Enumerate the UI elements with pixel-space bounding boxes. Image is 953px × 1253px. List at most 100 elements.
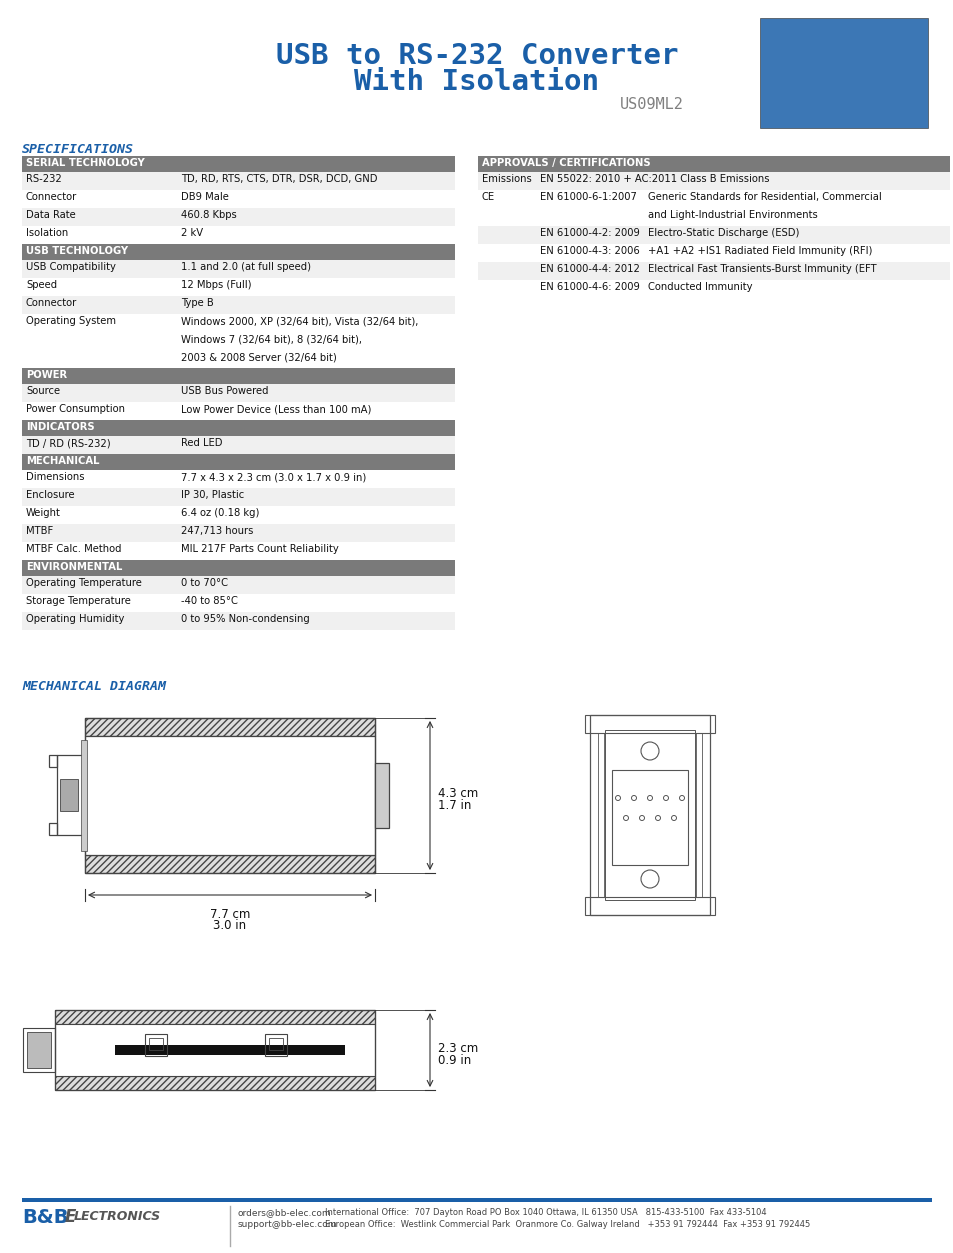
Bar bbox=[49, 823, 57, 834]
Text: EN 55022: 2010 + AC:2011 Class B Emissions: EN 55022: 2010 + AC:2011 Class B Emissio… bbox=[539, 174, 769, 184]
Text: IP 30, Plastic: IP 30, Plastic bbox=[181, 490, 244, 500]
Text: DB9 Male: DB9 Male bbox=[181, 192, 229, 202]
Text: Data Rate: Data Rate bbox=[26, 211, 75, 221]
Text: CE: CE bbox=[481, 192, 495, 202]
Bar bbox=[477, 157, 949, 172]
Text: 1.1 and 2.0 (at full speed): 1.1 and 2.0 (at full speed) bbox=[181, 262, 311, 272]
Text: Enclosure: Enclosure bbox=[26, 490, 74, 500]
Text: Type B: Type B bbox=[181, 298, 213, 308]
Text: Connector: Connector bbox=[26, 298, 77, 308]
Text: Dimensions: Dimensions bbox=[26, 472, 85, 482]
Bar bbox=[584, 897, 714, 915]
Bar bbox=[22, 436, 455, 454]
Text: 3.0 in: 3.0 in bbox=[213, 918, 246, 932]
Text: B&B: B&B bbox=[22, 1208, 69, 1227]
Text: EN 61000-6-1:2007: EN 61000-6-1:2007 bbox=[539, 192, 637, 202]
Text: 0 to 70°C: 0 to 70°C bbox=[181, 578, 228, 588]
Bar bbox=[85, 718, 375, 873]
Text: Emissions: Emissions bbox=[481, 174, 531, 184]
Bar bbox=[22, 1198, 931, 1202]
Text: POWER: POWER bbox=[26, 370, 67, 380]
Text: Connector: Connector bbox=[26, 192, 77, 202]
Text: +A1 +A2 +IS1 Radiated Field Immunity (RFI): +A1 +A2 +IS1 Radiated Field Immunity (RF… bbox=[647, 246, 871, 256]
Text: 2003 & 2008 Server (32/64 bit): 2003 & 2008 Server (32/64 bit) bbox=[181, 352, 336, 362]
Bar bbox=[22, 506, 455, 524]
Text: 6.4 oz (0.18 kg): 6.4 oz (0.18 kg) bbox=[181, 507, 259, 517]
Text: Low Power Device (Less than 100 mA): Low Power Device (Less than 100 mA) bbox=[181, 403, 371, 413]
Text: EN 61000-4-2: 2009: EN 61000-4-2: 2009 bbox=[539, 228, 639, 238]
Bar bbox=[22, 524, 455, 543]
Bar bbox=[22, 190, 455, 208]
Text: EN 61000-4-3: 2006: EN 61000-4-3: 2006 bbox=[539, 246, 639, 256]
Text: 12 Mbps (Full): 12 Mbps (Full) bbox=[181, 279, 252, 289]
Bar bbox=[584, 715, 714, 733]
Text: Electro-Static Discharge (ESD): Electro-Static Discharge (ESD) bbox=[647, 228, 799, 238]
Text: MIL 217F Parts Count Reliability: MIL 217F Parts Count Reliability bbox=[181, 544, 338, 554]
Text: Isolation: Isolation bbox=[26, 228, 69, 238]
Text: USB TECHNOLOGY: USB TECHNOLOGY bbox=[26, 246, 128, 256]
Text: ENVIRONMENTAL: ENVIRONMENTAL bbox=[26, 563, 122, 573]
Bar bbox=[115, 1045, 345, 1055]
Text: 1.7 in: 1.7 in bbox=[437, 799, 471, 812]
Bar bbox=[22, 487, 455, 506]
Bar bbox=[85, 736, 375, 855]
Bar bbox=[23, 1027, 55, 1073]
Text: EN 61000-4-4: 2012: EN 61000-4-4: 2012 bbox=[539, 264, 639, 274]
Bar bbox=[27, 1032, 51, 1068]
Text: 7.7 x 4.3 x 2.3 cm (3.0 x 1.7 x 0.9 in): 7.7 x 4.3 x 2.3 cm (3.0 x 1.7 x 0.9 in) bbox=[181, 472, 366, 482]
Bar bbox=[22, 420, 455, 436]
Text: 460.8 Kbps: 460.8 Kbps bbox=[181, 211, 236, 221]
Bar bbox=[60, 779, 78, 811]
Bar bbox=[604, 730, 695, 900]
Text: orders@bb-elec.com: orders@bb-elec.com bbox=[237, 1208, 332, 1217]
Bar bbox=[22, 226, 455, 244]
Text: EN 61000-4-6: 2009: EN 61000-4-6: 2009 bbox=[539, 282, 639, 292]
Bar bbox=[375, 763, 389, 828]
Bar bbox=[22, 172, 455, 190]
Bar bbox=[477, 226, 949, 244]
Bar bbox=[265, 1034, 287, 1056]
Text: Electrical Fast Transients-Burst Immunity (EFT: Electrical Fast Transients-Burst Immunit… bbox=[647, 264, 876, 274]
Text: MTBF: MTBF bbox=[26, 526, 53, 536]
Bar bbox=[149, 1037, 163, 1050]
Text: Operating Humidity: Operating Humidity bbox=[26, 614, 124, 624]
Text: LECTRONICS: LECTRONICS bbox=[74, 1210, 161, 1223]
Text: International Office:  707 Dayton Road PO Box 1040 Ottawa, IL 61350 USA   815-43: International Office: 707 Dayton Road PO… bbox=[325, 1208, 766, 1217]
Bar bbox=[22, 208, 455, 226]
Bar bbox=[22, 560, 455, 576]
Text: Power Consumption: Power Consumption bbox=[26, 403, 125, 413]
Bar bbox=[477, 172, 949, 190]
Text: MECHANICAL DIAGRAM: MECHANICAL DIAGRAM bbox=[22, 680, 166, 693]
Text: MECHANICAL: MECHANICAL bbox=[26, 456, 99, 466]
Text: Windows 7 (32/64 bit), 8 (32/64 bit),: Windows 7 (32/64 bit), 8 (32/64 bit), bbox=[181, 335, 361, 345]
Text: USB Compatibility: USB Compatibility bbox=[26, 262, 115, 272]
Text: E: E bbox=[65, 1208, 76, 1225]
Bar bbox=[612, 771, 687, 865]
Bar bbox=[57, 756, 85, 834]
Text: Source: Source bbox=[26, 386, 60, 396]
Bar bbox=[55, 1024, 375, 1076]
Bar bbox=[55, 1010, 375, 1090]
Bar bbox=[49, 756, 57, 767]
Text: RS-232: RS-232 bbox=[26, 174, 62, 184]
Text: Generic Standards for Residential, Commercial: Generic Standards for Residential, Comme… bbox=[647, 192, 881, 202]
Text: 2 kV: 2 kV bbox=[181, 228, 203, 238]
Bar bbox=[22, 261, 455, 278]
Text: Storage Temperature: Storage Temperature bbox=[26, 596, 131, 606]
Text: MTBF Calc. Method: MTBF Calc. Method bbox=[26, 544, 121, 554]
Bar bbox=[55, 1010, 375, 1024]
Bar bbox=[477, 190, 949, 226]
Text: APPROVALS / CERTIFICATIONS: APPROVALS / CERTIFICATIONS bbox=[481, 158, 650, 168]
Bar bbox=[22, 278, 455, 296]
Bar bbox=[22, 244, 455, 261]
Text: Speed: Speed bbox=[26, 279, 57, 289]
Bar bbox=[22, 402, 455, 420]
Bar bbox=[22, 315, 455, 368]
Bar bbox=[598, 733, 603, 897]
Text: SERIAL TECHNOLOGY: SERIAL TECHNOLOGY bbox=[26, 158, 145, 168]
Bar bbox=[22, 368, 455, 383]
Bar bbox=[55, 1076, 375, 1090]
Text: Conducted Immunity: Conducted Immunity bbox=[647, 282, 752, 292]
Bar bbox=[22, 576, 455, 594]
Bar bbox=[22, 543, 455, 560]
